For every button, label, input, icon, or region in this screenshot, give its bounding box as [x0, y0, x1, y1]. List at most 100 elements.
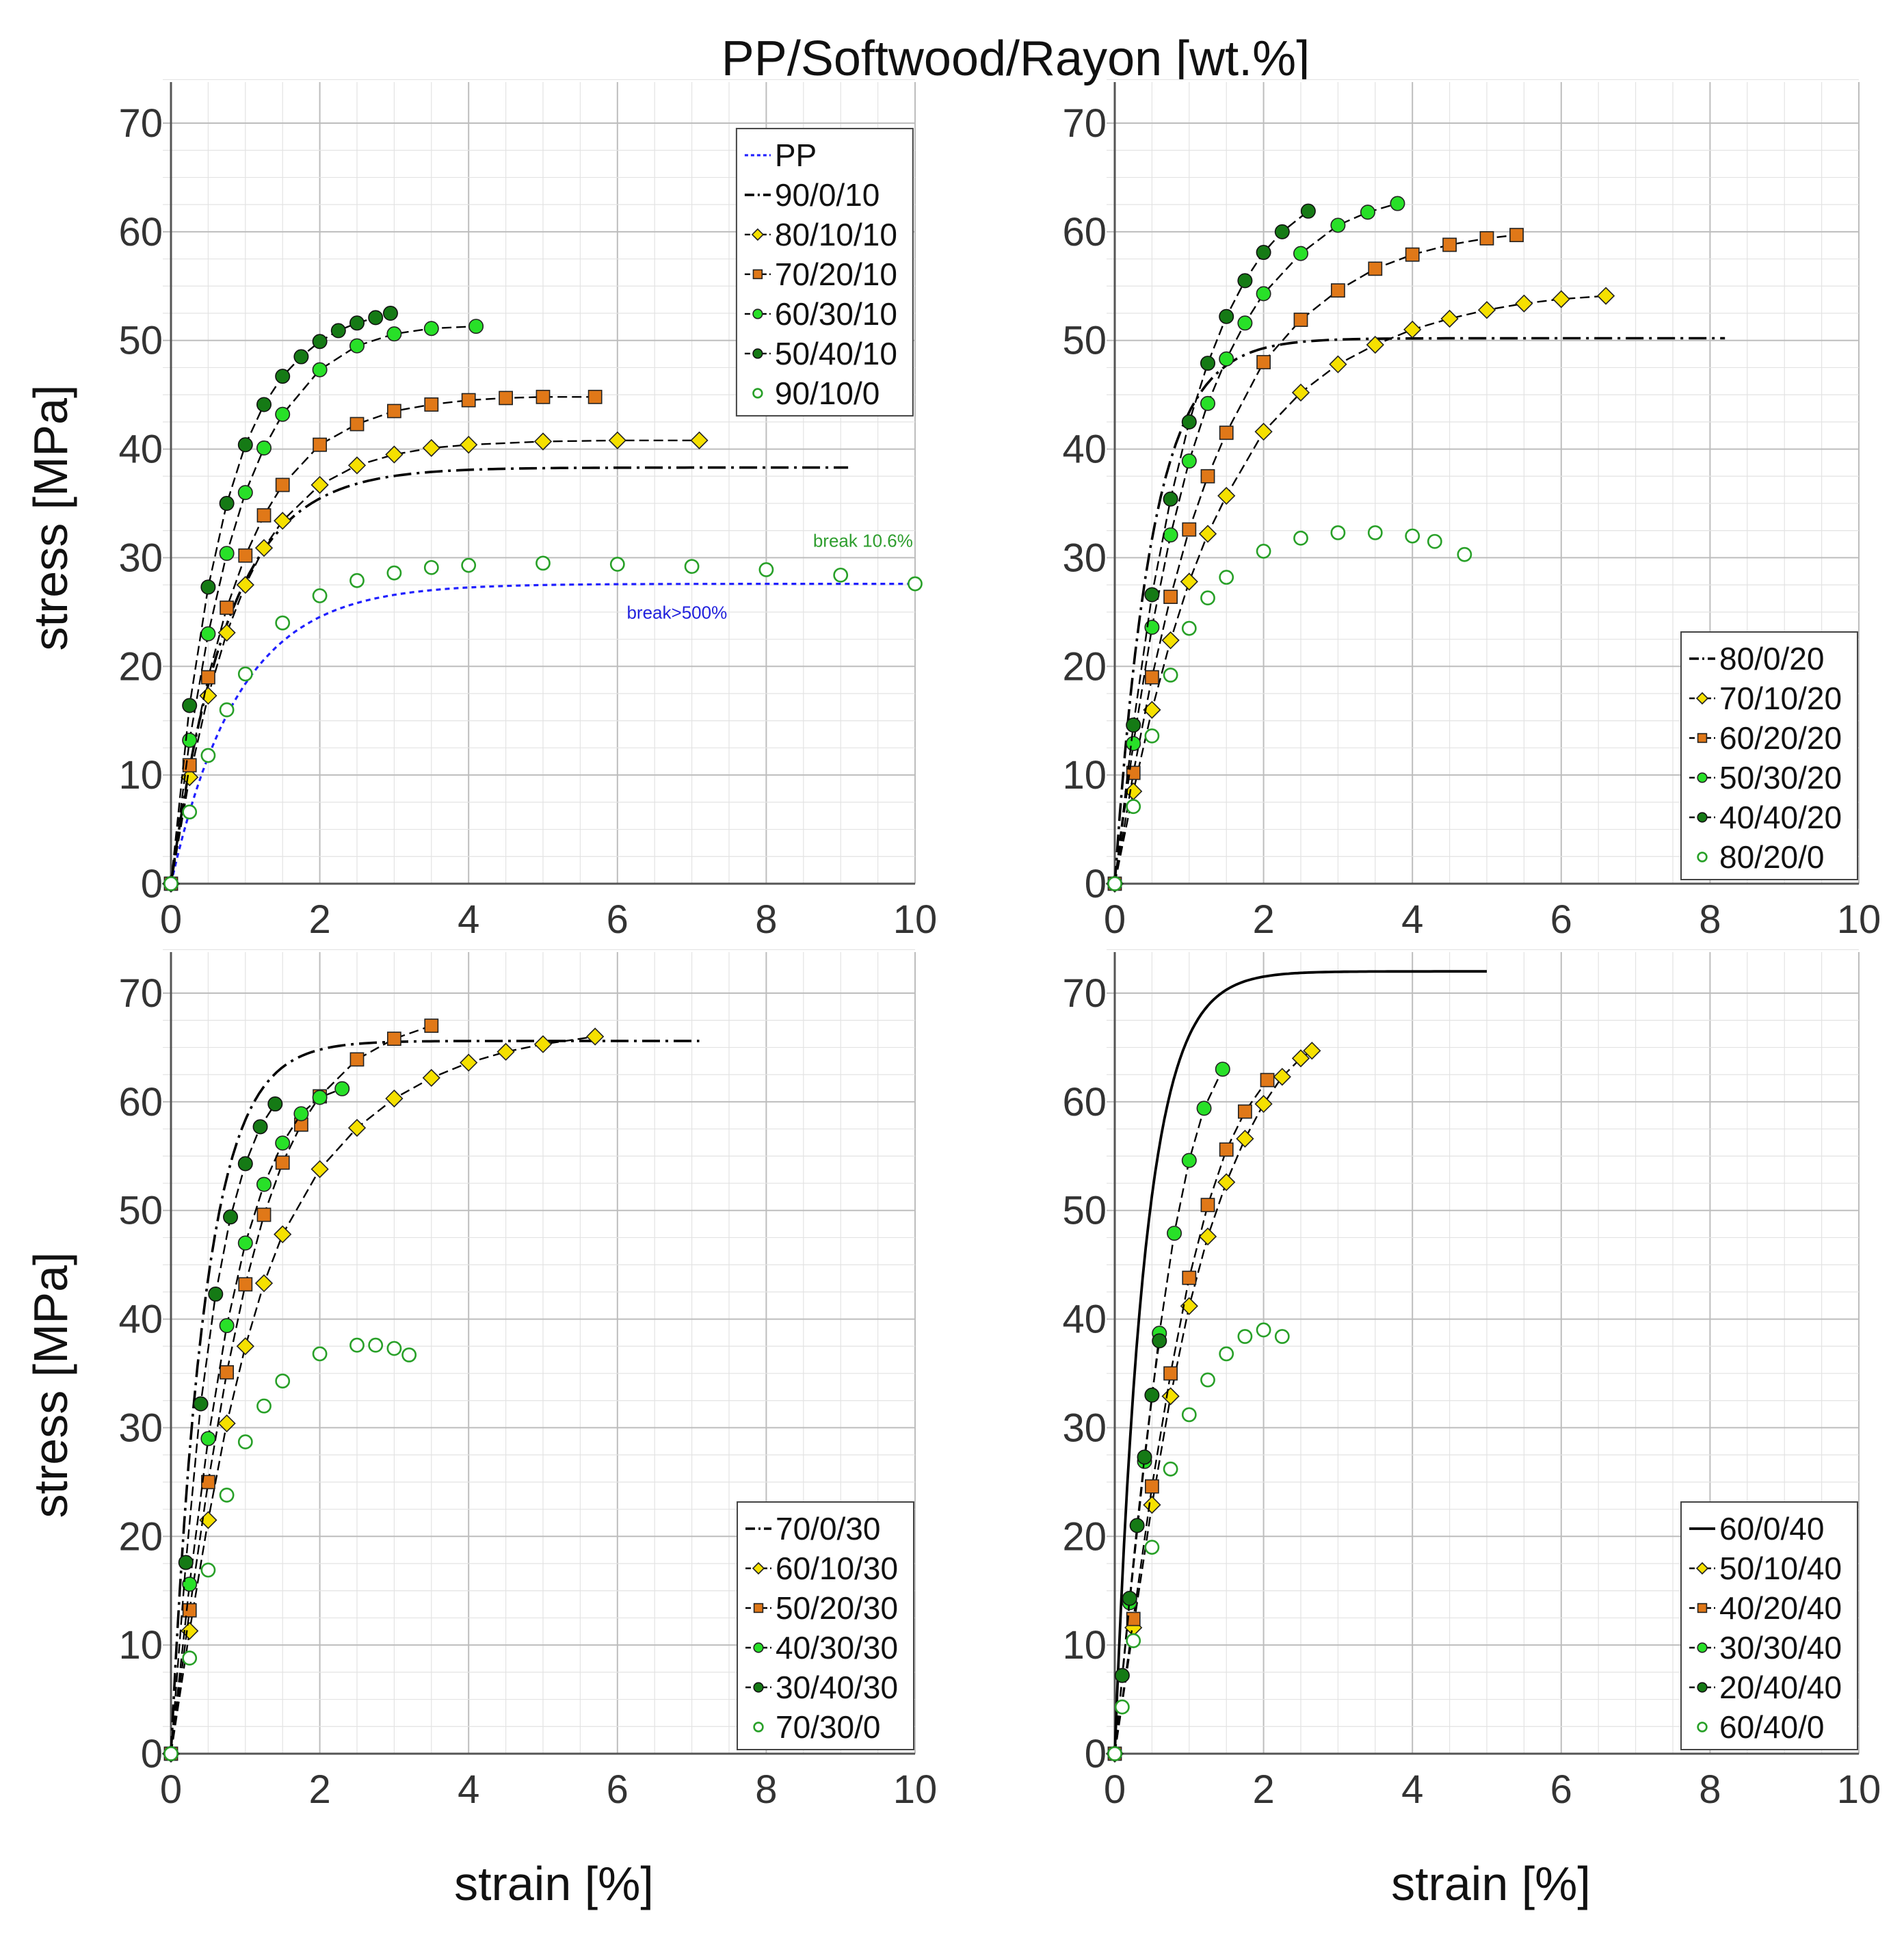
data-point [237, 1235, 253, 1251]
x-tick-label: 0 [160, 897, 182, 942]
legend-marker [752, 1562, 765, 1575]
x-tick-label: 8 [755, 897, 777, 942]
series-line [1113, 210, 1309, 884]
legend-label: 80/10/10 [775, 217, 897, 252]
data-point [833, 567, 849, 583]
legend-label: 50/20/30 [776, 1590, 898, 1626]
data-point [1126, 717, 1141, 733]
data-point [349, 338, 365, 354]
data-point [1219, 1142, 1234, 1157]
x-tick-label: 0 [1104, 1767, 1126, 1812]
legend: 70/0/30 60/10/30 50/20/30 40/30/30 30/40/30 7… [737, 1501, 914, 1750]
legend-item: 70/30/0 [753, 1709, 880, 1745]
series-line [170, 1040, 700, 1754]
data-point [1122, 1590, 1137, 1606]
data-point [200, 1562, 216, 1578]
data-point [1440, 309, 1459, 328]
y-tick-label: 60 [1062, 210, 1107, 254]
data-point [223, 1209, 239, 1225]
y-tick-label: 60 [118, 1080, 163, 1124]
legend-marker [1697, 852, 1708, 862]
legend: PP 90/0/10 80/10/10 70/20/10 60/30/10 50/40/1… [735, 127, 914, 417]
data-point [1237, 1329, 1253, 1344]
data-point [1330, 218, 1346, 233]
data-point [460, 1053, 478, 1072]
data-point [256, 1176, 272, 1192]
x-tick-label: 10 [893, 1767, 938, 1812]
data-point [587, 389, 603, 404]
y-tick-label: 30 [118, 536, 163, 580]
data-point [533, 1035, 553, 1053]
y-tick-label: 20 [1062, 644, 1107, 689]
data-point [1405, 247, 1420, 262]
data-point [219, 1488, 235, 1503]
legend-item: 60/10/30 [745, 1551, 898, 1586]
grid [1107, 79, 1860, 884]
legend-box [1680, 1501, 1858, 1750]
data-point [1300, 203, 1316, 219]
legend-label: 70/20/10 [775, 256, 897, 292]
legend-label: 40/30/30 [776, 1630, 898, 1665]
legend-item: 80/0/20 [1689, 641, 1824, 676]
data-point [1427, 533, 1442, 549]
y-tick-label: 60 [118, 210, 163, 254]
data-point [1180, 572, 1198, 591]
data-point [275, 1135, 291, 1151]
legend-box [737, 1501, 914, 1750]
data-point [1114, 1668, 1130, 1683]
x-tick-label: 0 [160, 1767, 182, 1812]
x-tick-label: 8 [1699, 897, 1721, 942]
legend-box [735, 127, 914, 417]
data-point [1552, 290, 1570, 308]
series-line [170, 583, 915, 884]
data-point [312, 1090, 328, 1105]
data-point [237, 485, 253, 501]
data-point [1198, 525, 1217, 543]
x-tick-label: 6 [1550, 897, 1572, 942]
legend: 80/0/20 70/10/20 60/20/20 50/30/20 40/40/20 8… [1680, 631, 1858, 880]
data-point [1293, 246, 1309, 261]
data-point [349, 1052, 365, 1067]
data-point [312, 588, 328, 603]
series-80/0/20 [1113, 337, 1726, 884]
data-point [182, 698, 198, 713]
data-point [1515, 294, 1533, 313]
data-point [293, 1106, 309, 1122]
legend-marker [753, 1722, 764, 1732]
legend-item: 50/20/30 [745, 1590, 898, 1626]
data-point [219, 702, 235, 717]
y-tick-label: 10 [1062, 753, 1107, 798]
data-point [1330, 525, 1346, 540]
data-point [1167, 1226, 1182, 1241]
data-point [1479, 230, 1494, 246]
y-tick-label: 0 [1085, 862, 1107, 906]
data-point [237, 666, 253, 682]
data-point [1477, 301, 1496, 319]
x-tick-label: 4 [458, 1767, 479, 1812]
y-tick-label: 30 [118, 1406, 163, 1450]
y-axis-title-bottom: stress [MPa] [24, 1252, 77, 1518]
legend-marker [753, 1642, 764, 1653]
legend-marker [753, 1682, 764, 1693]
data-point [275, 1373, 291, 1389]
data-point [275, 406, 291, 422]
legend-item: 40/40/20 [1689, 800, 1842, 835]
legend-item: 70/20/10 [744, 256, 897, 292]
legend-label: 60/0/40 [1719, 1511, 1824, 1546]
data-point [200, 579, 216, 595]
legend-label: 50/40/10 [775, 336, 897, 371]
x-tick-label: 0 [1104, 897, 1126, 942]
data-point [1303, 1042, 1321, 1060]
legend-label: 80/20/0 [1719, 839, 1824, 875]
legend: 60/0/40 50/10/40 40/20/40 30/30/40 20/40/40 6… [1680, 1501, 1858, 1750]
data-point [1163, 668, 1178, 683]
data-point [1405, 528, 1420, 544]
data-point [334, 1081, 350, 1096]
legend-label: 50/30/20 [1719, 760, 1842, 795]
data-point [1329, 355, 1347, 373]
data-point [385, 1089, 404, 1108]
legend-marker [752, 269, 763, 280]
data-point [1198, 1227, 1217, 1246]
data-point [200, 1431, 216, 1447]
data-point [382, 305, 398, 321]
